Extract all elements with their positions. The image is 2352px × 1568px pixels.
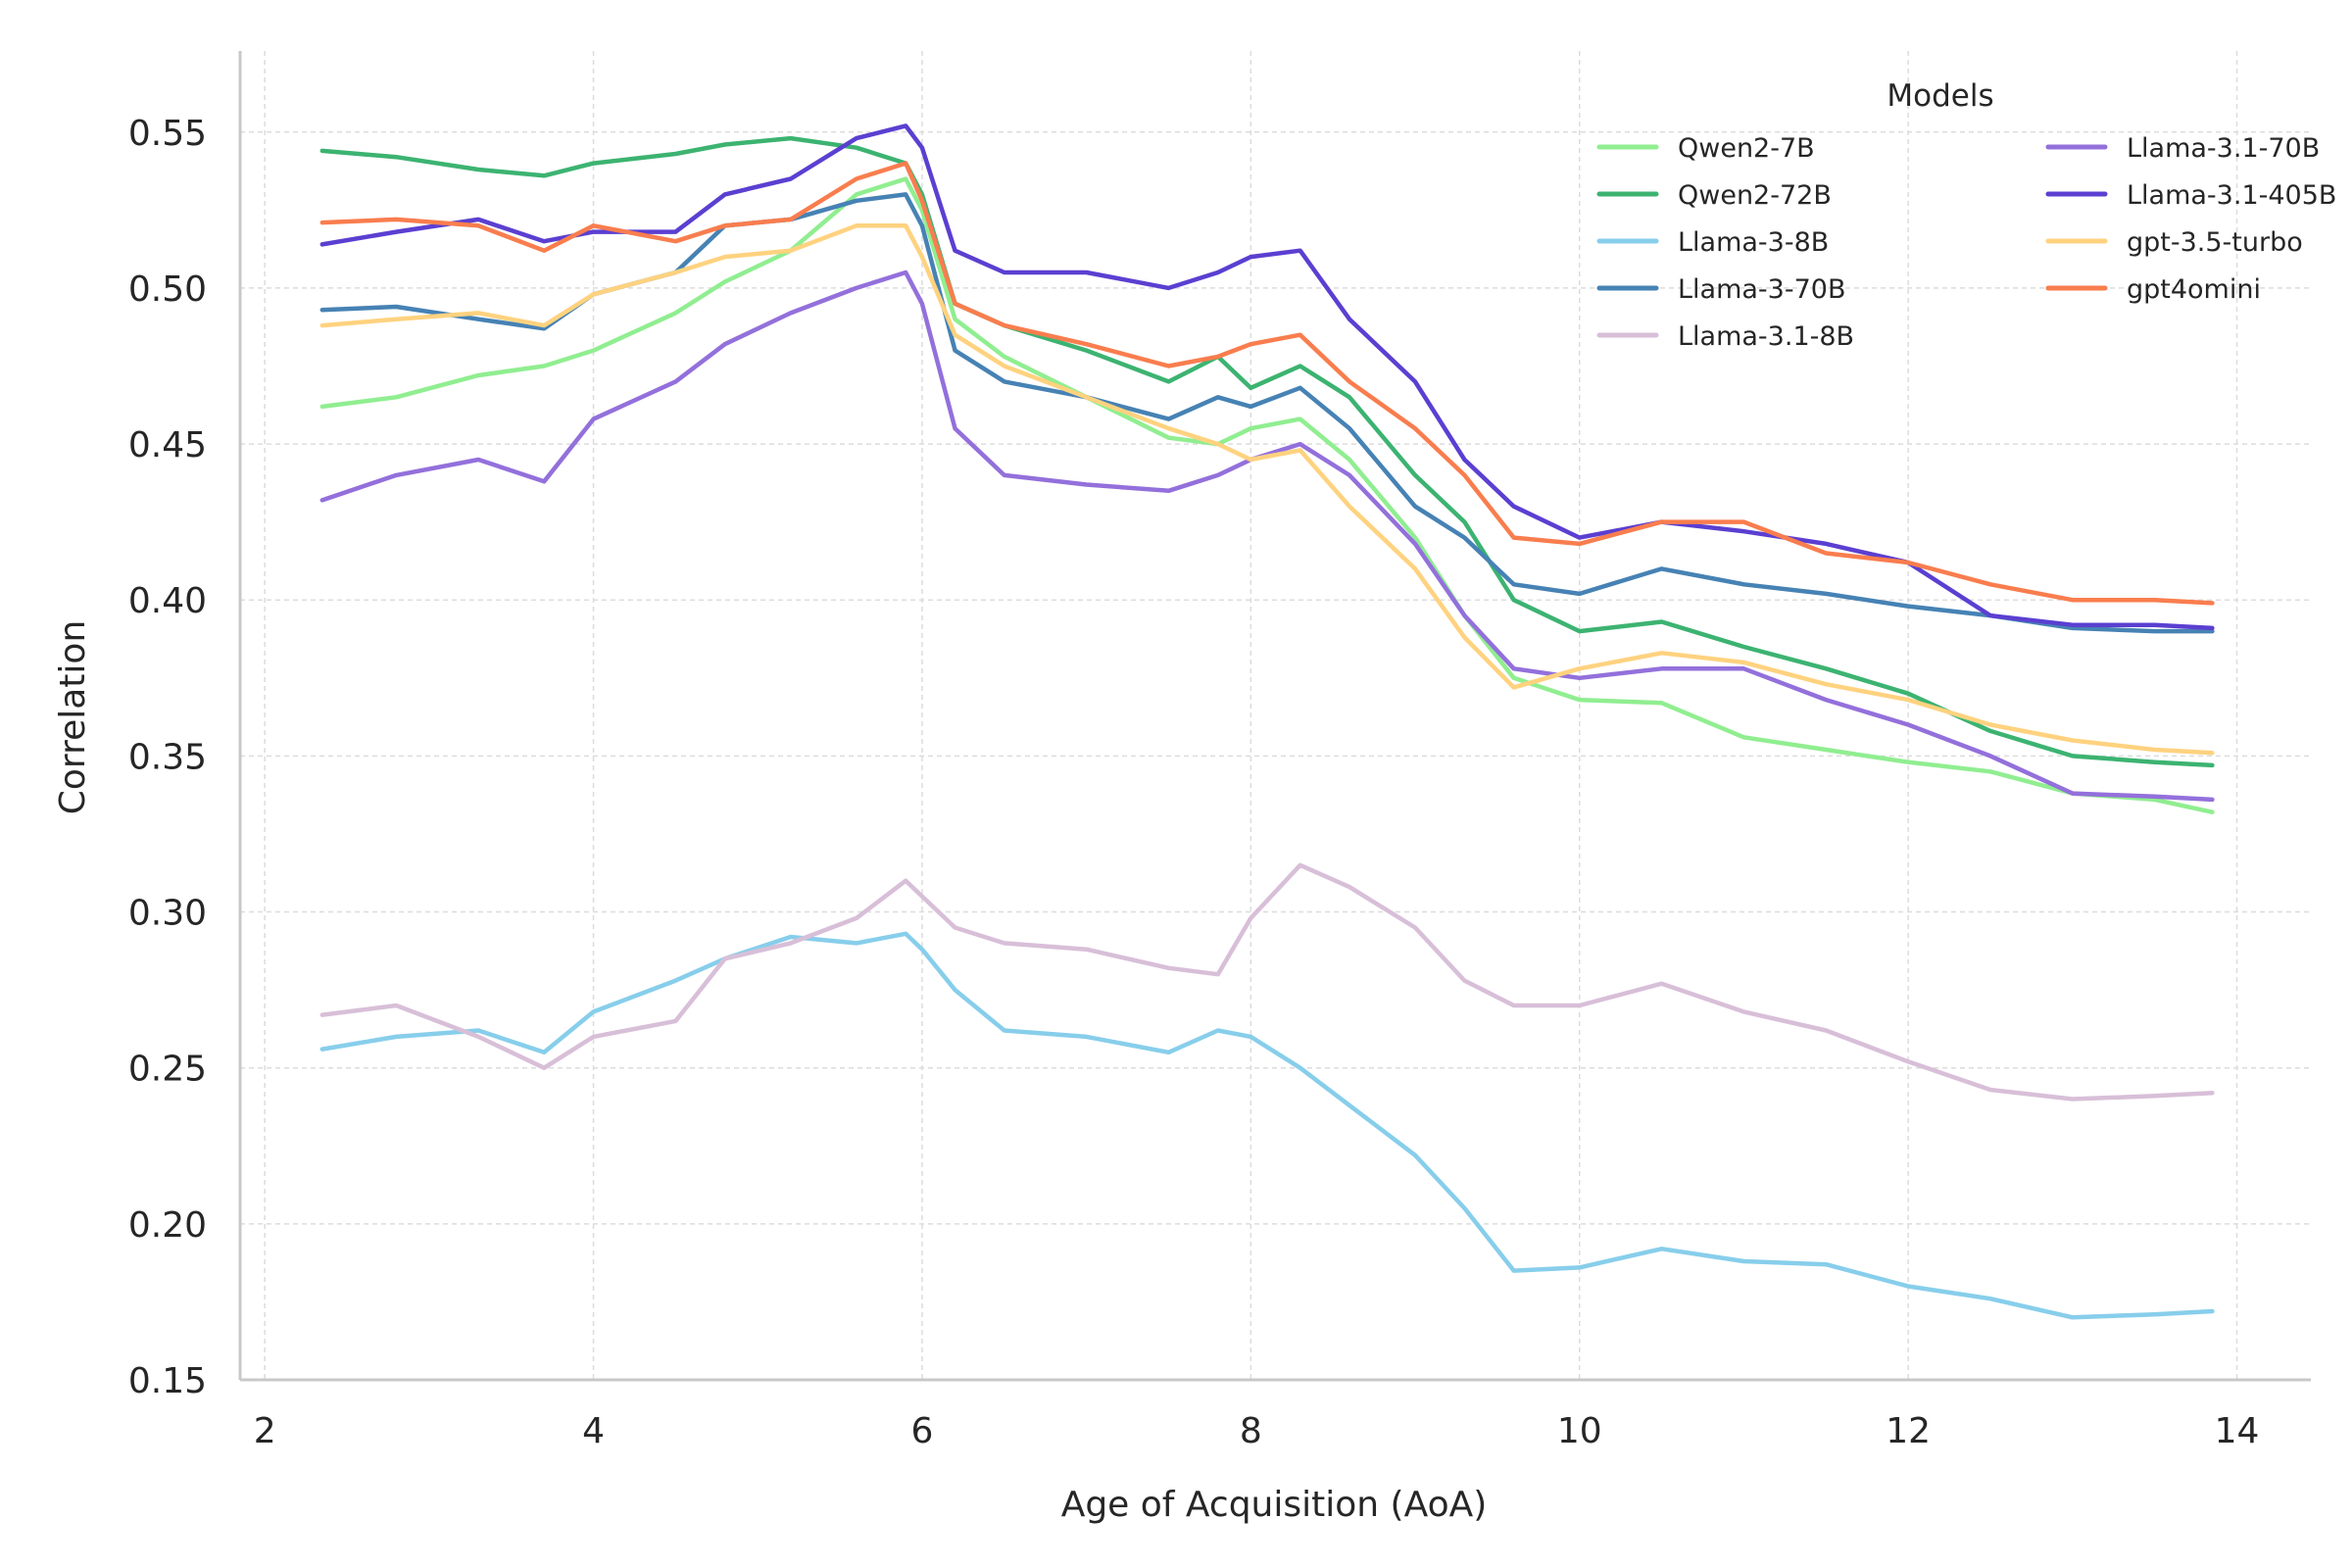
y-tick-label: 0.20 bbox=[128, 1205, 207, 1246]
series-lines bbox=[319, 123, 2215, 1320]
x-tick-label: 10 bbox=[1557, 1411, 1602, 1451]
series-line-llama-3-1-70b bbox=[319, 270, 2215, 803]
x-tick-label: 6 bbox=[910, 1411, 933, 1451]
legend-label-llama-3-1-70b: Llama-3.1-70B bbox=[2127, 133, 2320, 164]
x-axis-title: Age of Acquisition (AoA) bbox=[1061, 1485, 1488, 1525]
legend-label-llama-3-70b: Llama-3-70B bbox=[1678, 274, 1845, 305]
y-tick-label: 0.55 bbox=[128, 114, 207, 154]
y-tick-label: 0.50 bbox=[128, 270, 207, 310]
x-tick-label: 8 bbox=[1240, 1411, 1262, 1451]
y-tick-label: 0.45 bbox=[128, 425, 207, 466]
y-tick-label: 0.15 bbox=[128, 1361, 207, 1401]
series-line-llama-3-1-8b bbox=[319, 862, 2215, 1102]
x-tick-label: 14 bbox=[2215, 1411, 2260, 1451]
series-line-gpt-3-5-turbo bbox=[319, 223, 2215, 756]
grid bbox=[240, 51, 2311, 1381]
y-tick-label: 0.25 bbox=[128, 1050, 207, 1090]
y-axis-title: Correlation bbox=[53, 620, 93, 815]
legend-label-llama-3-1-405b: Llama-3.1-405B bbox=[2127, 180, 2336, 211]
axes: 2 4 6 8 10 12 14 0.15 0.20 0.25 0.30 0.35 0.40 0.45 0.… bbox=[128, 51, 2311, 1451]
legend-label-qwen2-72b: Qwen2-72B bbox=[1678, 180, 1832, 211]
series-line-qwen2-7b bbox=[319, 176, 2215, 814]
legend-title: Models bbox=[1886, 78, 1993, 114]
legend: Models Qwen2-7B Qwen2-72B Llama-3-8B Llama-… bbox=[1596, 78, 2336, 352]
legend-label-gpt-3-5-turbo: gpt-3.5-turbo bbox=[2127, 227, 2303, 258]
series-line-llama-3-8b bbox=[319, 931, 2215, 1320]
x-tick-label: 12 bbox=[1886, 1411, 1931, 1451]
legend-label-llama-3-8b: Llama-3-8B bbox=[1678, 227, 1829, 258]
legend-label-qwen2-7b: Qwen2-7B bbox=[1678, 133, 1815, 164]
y-tick-label: 0.40 bbox=[128, 581, 207, 621]
series-line-llama-3-1-405b bbox=[319, 123, 2215, 631]
legend-label-gpt4omini: gpt4omini bbox=[2127, 274, 2261, 305]
series-line-gpt4omini bbox=[319, 161, 2215, 606]
y-tick-label: 0.35 bbox=[128, 737, 207, 777]
y-tick-label: 0.30 bbox=[128, 894, 207, 934]
x-tick-label: 4 bbox=[582, 1411, 605, 1451]
legend-label-llama-3-1-8b: Llama-3.1-8B bbox=[1678, 321, 1854, 352]
x-tick-label: 2 bbox=[254, 1411, 276, 1451]
